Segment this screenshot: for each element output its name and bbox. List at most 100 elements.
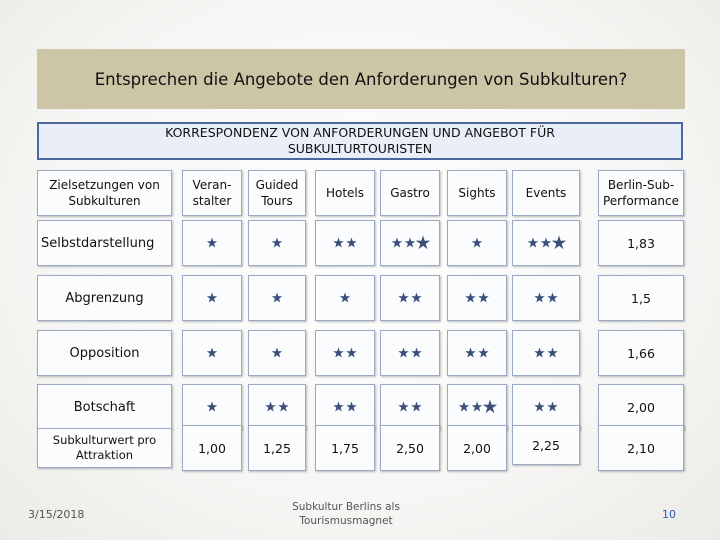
star-icon — [391, 237, 403, 248]
header-c2-line2: Tours — [261, 194, 293, 208]
performance-text: 1,5 — [631, 290, 651, 306]
star-icon — [534, 292, 545, 303]
star-icon — [465, 292, 476, 303]
slide-title-text: Entsprechen die Angebote den Anforderung… — [94, 69, 628, 89]
header-c1-line1: Veran- — [192, 178, 232, 192]
star-cell — [182, 330, 242, 376]
header-goals-line2: Subkulturen — [68, 194, 141, 208]
summary-value: 2,50 — [380, 425, 440, 471]
star-icon — [333, 401, 344, 412]
star-icon — [206, 347, 218, 358]
star-rating — [333, 237, 357, 248]
summary-value-text: 2,50 — [396, 440, 424, 456]
star-cell — [182, 384, 242, 430]
header-goals: Zielsetzungen von Subkulturen — [37, 170, 172, 216]
summary-label-line2: Attraktion — [75, 448, 134, 462]
star-icon — [346, 237, 357, 248]
star-icon — [478, 347, 489, 358]
summary-value: 1,25 — [248, 425, 306, 471]
star-rating — [271, 292, 283, 303]
star-rating — [471, 237, 483, 248]
star-icon — [278, 401, 289, 412]
star-icon — [339, 292, 351, 303]
subtitle-line-1: KORRESPONDENZ VON ANFORDERUNGEN UND ANGE… — [165, 125, 555, 140]
slide-title: Entsprechen die Angebote den Anforderung… — [37, 49, 685, 109]
row-label-botschaft: Botschaft — [37, 384, 172, 430]
star-icon — [551, 235, 567, 250]
header-performance: Berlin-Sub- Performance — [598, 170, 684, 216]
star-rating — [391, 235, 431, 250]
header-c4: Gastro — [390, 186, 430, 200]
performance-value: 1,66 — [598, 330, 684, 376]
row-label-text: Opposition — [69, 345, 140, 361]
star-icon — [398, 347, 409, 358]
star-icon — [398, 401, 409, 412]
star-icon — [415, 235, 431, 250]
star-rating — [398, 401, 422, 412]
star-icon — [527, 237, 539, 248]
star-cell — [248, 330, 306, 376]
summary-value: 2,00 — [447, 425, 507, 471]
star-icon — [411, 292, 422, 303]
star-cell — [315, 330, 375, 376]
star-icon — [206, 292, 218, 303]
star-rating — [206, 237, 218, 248]
star-rating — [206, 292, 218, 303]
header-c2-line1: Guided — [255, 178, 299, 192]
star-rating — [465, 347, 489, 358]
star-icon — [206, 401, 218, 412]
star-icon — [465, 347, 476, 358]
star-cell — [380, 220, 440, 266]
summary-value-text: 2,00 — [463, 440, 491, 456]
footer-center-line1: Subkultur Berlins als — [292, 501, 400, 513]
star-icon — [271, 237, 283, 248]
summary-value-text: 1,00 — [198, 440, 226, 456]
star-cell — [182, 275, 242, 321]
summary-performance: 2,10 — [598, 425, 684, 471]
star-cell — [447, 384, 507, 430]
star-icon — [333, 237, 344, 248]
star-cell — [380, 384, 440, 430]
star-cell — [447, 220, 507, 266]
row-label-text: Selbstdarstellung — [41, 235, 155, 251]
performance-text: 1,83 — [627, 235, 655, 251]
header-sights: Sights — [447, 170, 507, 216]
summary-value-text: 1,25 — [263, 440, 291, 456]
star-cell — [248, 220, 306, 266]
performance-text: 2,00 — [627, 399, 655, 415]
summary-value: 1,75 — [315, 425, 375, 471]
star-icon — [534, 347, 545, 358]
performance-value: 2,00 — [598, 384, 684, 430]
star-icon — [547, 292, 558, 303]
star-cell — [315, 384, 375, 430]
header-events: Events — [512, 170, 580, 216]
header-guided-tours: Guided Tours — [248, 170, 306, 216]
star-icon — [547, 401, 558, 412]
star-rating — [398, 347, 422, 358]
star-icon — [458, 401, 470, 412]
star-rating — [339, 292, 351, 303]
row-label-text: Abgrenzung — [65, 290, 144, 306]
summary-performance-text: 2,10 — [627, 440, 655, 456]
star-cell — [380, 330, 440, 376]
star-rating — [271, 237, 283, 248]
star-cell — [248, 275, 306, 321]
header-goals-line1: Zielsetzungen von — [49, 178, 160, 192]
footer-date: 3/15/2018 — [28, 508, 85, 521]
page-number: 10 — [662, 508, 676, 521]
star-icon — [540, 237, 552, 248]
header-c6: Events — [525, 186, 567, 200]
row-label-abgrenzung: Abgrenzung — [37, 275, 172, 321]
performance-text: 1,66 — [627, 345, 655, 361]
star-cell — [512, 275, 580, 321]
star-icon — [206, 237, 218, 248]
performance-value: 1,83 — [598, 220, 684, 266]
star-rating — [534, 401, 558, 412]
footer-center: Subkultur Berlins als Tourismusmagnet — [276, 500, 416, 528]
star-icon — [271, 292, 283, 303]
star-rating — [465, 292, 489, 303]
star-rating — [265, 401, 289, 412]
star-rating — [333, 401, 357, 412]
star-cell — [447, 330, 507, 376]
summary-value-text: 2,25 — [532, 437, 560, 453]
